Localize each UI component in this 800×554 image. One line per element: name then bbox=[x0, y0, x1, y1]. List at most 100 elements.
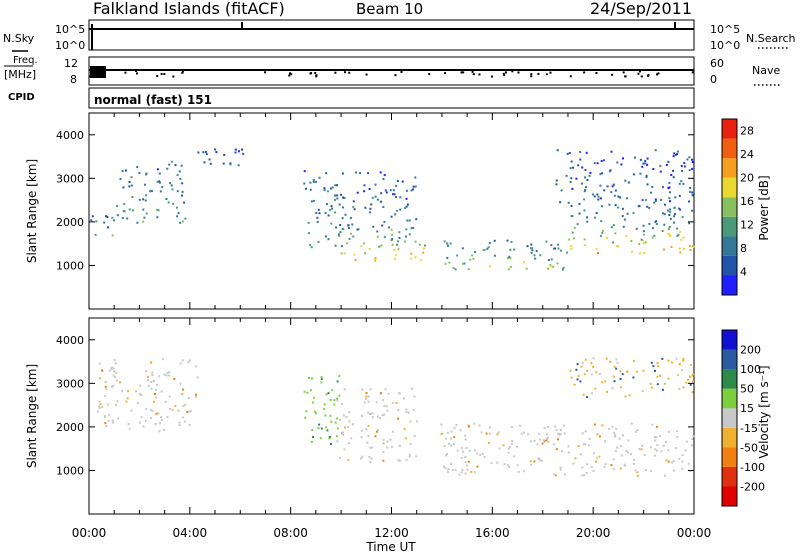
power-cell bbox=[556, 243, 559, 246]
power-cell bbox=[552, 265, 555, 268]
velocity-cell bbox=[343, 388, 346, 391]
power-cell bbox=[214, 148, 217, 151]
velocity-cell bbox=[101, 369, 104, 372]
power-colorbar: 4 8 12 16 20 24 28 bbox=[721, 118, 754, 296]
velocity-cell bbox=[490, 461, 493, 464]
power-cell bbox=[608, 203, 611, 206]
velocity-cell bbox=[615, 358, 618, 361]
velocity-cell bbox=[643, 454, 646, 457]
velocity-cell bbox=[515, 445, 518, 448]
velocity-cell bbox=[595, 457, 598, 460]
velocity-cell bbox=[383, 405, 386, 407]
power-cell bbox=[547, 259, 550, 261]
power-cell bbox=[159, 190, 162, 193]
velocity-cell bbox=[451, 469, 454, 472]
velocity-cell bbox=[583, 443, 585, 446]
velocity-cell bbox=[622, 434, 624, 437]
velocity-cell bbox=[342, 433, 345, 436]
power-cell bbox=[673, 221, 675, 224]
power-cell bbox=[562, 266, 565, 269]
velocity-cell bbox=[113, 376, 116, 379]
velocity-cell bbox=[304, 416, 307, 419]
power-cell bbox=[317, 208, 320, 211]
velocity-cell bbox=[530, 463, 533, 466]
velocity-data bbox=[96, 357, 695, 477]
velocity-cell bbox=[546, 436, 549, 439]
power-cell bbox=[395, 196, 397, 198]
velocity-cell bbox=[593, 452, 595, 455]
velocity-cell bbox=[676, 435, 679, 438]
power-cell bbox=[371, 197, 374, 199]
velocity-cell bbox=[595, 371, 598, 374]
velocity-cell bbox=[440, 432, 443, 435]
power-cell bbox=[391, 243, 394, 246]
power-cell bbox=[408, 219, 411, 222]
velocity-cell bbox=[375, 401, 378, 404]
nave-dot bbox=[348, 71, 351, 74]
power-cell bbox=[336, 194, 339, 197]
power-axes: 1000 2000 3000 4000 bbox=[56, 113, 695, 309]
power-cell bbox=[122, 210, 125, 212]
velocity-cell bbox=[569, 369, 572, 372]
power-cell bbox=[617, 195, 620, 198]
power-cell bbox=[584, 176, 587, 179]
power-cell bbox=[234, 151, 237, 154]
colorbar-segment bbox=[722, 447, 737, 467]
power-colorbar-tick: 12 bbox=[740, 219, 754, 232]
power-cell bbox=[674, 153, 677, 156]
velocity-cell bbox=[310, 440, 313, 443]
velocity-cell bbox=[654, 369, 656, 372]
velocity-cell bbox=[320, 427, 323, 430]
nave-dot bbox=[334, 71, 337, 74]
power-cell bbox=[408, 233, 411, 236]
power-cell bbox=[107, 226, 109, 229]
power-cell bbox=[171, 188, 174, 191]
velocity-cell bbox=[483, 455, 486, 458]
velocity-cell bbox=[398, 392, 401, 395]
velocity-cell bbox=[331, 389, 334, 392]
velocity-cell bbox=[461, 447, 463, 450]
power-cell bbox=[624, 179, 627, 182]
velocity-cell bbox=[116, 400, 119, 403]
power-cell bbox=[565, 174, 568, 177]
power-cell bbox=[318, 176, 321, 179]
power-cell bbox=[646, 163, 649, 166]
power-cell bbox=[625, 235, 628, 238]
nave-dot bbox=[181, 70, 184, 73]
power-cell bbox=[166, 167, 169, 170]
power-cell bbox=[691, 194, 694, 197]
velocity-cell bbox=[455, 423, 458, 426]
velocity-cell bbox=[503, 463, 506, 466]
power-cell bbox=[334, 194, 336, 197]
velocity-cell bbox=[371, 416, 374, 419]
nave-dot bbox=[289, 72, 292, 75]
power-cell bbox=[368, 188, 371, 190]
power-colorbar-tick: 4 bbox=[740, 266, 747, 279]
power-cell bbox=[549, 265, 552, 268]
power-cell bbox=[388, 226, 390, 229]
power-cell bbox=[691, 167, 694, 170]
freq-right-tick-top: 60 bbox=[710, 57, 724, 70]
power-cell bbox=[488, 242, 491, 245]
velocity-cell bbox=[150, 361, 153, 364]
velocity-cell bbox=[553, 443, 556, 446]
velocity-cell bbox=[182, 416, 185, 419]
velocity-cell bbox=[181, 359, 184, 362]
velocity-cell bbox=[416, 420, 418, 423]
velocity-cell bbox=[583, 373, 586, 376]
power-cell bbox=[646, 183, 649, 186]
nave-dot bbox=[460, 71, 463, 74]
nave-dot bbox=[502, 72, 505, 75]
velocity-cell bbox=[405, 459, 408, 462]
velocity-cell bbox=[413, 435, 416, 438]
colorbar-segment bbox=[722, 486, 737, 506]
power-cell bbox=[674, 196, 677, 199]
velocity-cell bbox=[160, 390, 163, 393]
velocity-cell bbox=[186, 411, 189, 413]
velocity-cell bbox=[166, 416, 169, 419]
power-cell bbox=[639, 252, 642, 255]
velocity-cell bbox=[338, 418, 341, 421]
velocity-colorbar-tick: 50 bbox=[740, 383, 754, 396]
power-cell bbox=[443, 240, 446, 243]
